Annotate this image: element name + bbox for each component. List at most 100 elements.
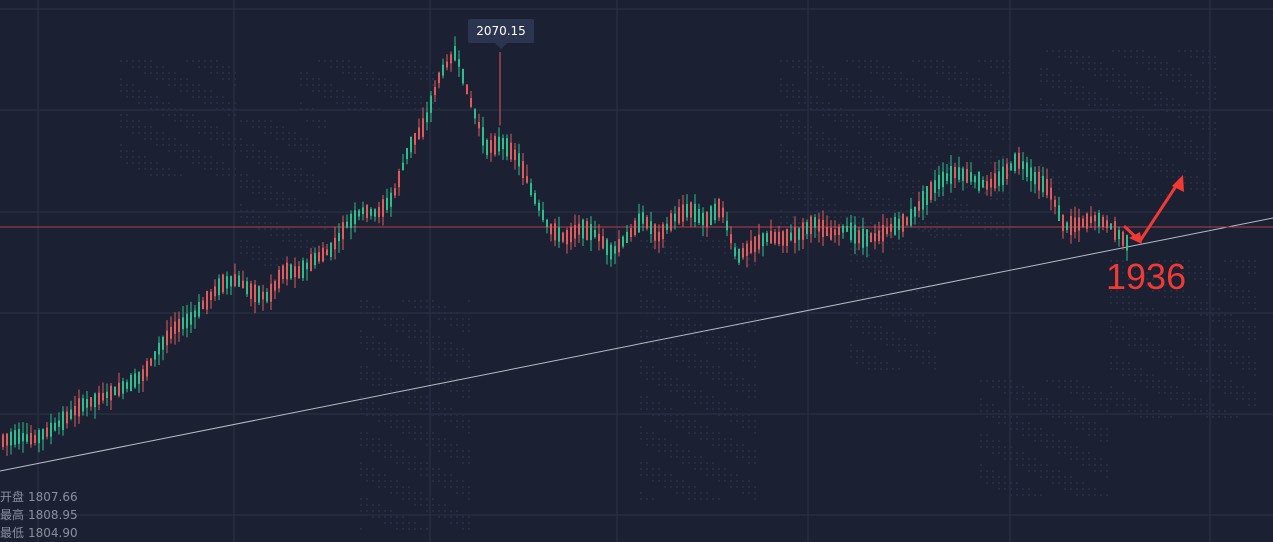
map-dot <box>754 390 756 392</box>
map-dot <box>426 378 428 380</box>
map-dot <box>1110 362 1112 364</box>
map-dot <box>1116 338 1118 340</box>
map-dot <box>1194 398 1196 400</box>
candle-body <box>390 192 392 207</box>
candle-body <box>286 262 288 280</box>
candle-body <box>682 204 684 222</box>
map-dot <box>998 440 1000 442</box>
candle <box>170 316 172 344</box>
map-dot <box>658 384 660 386</box>
map-dot <box>792 156 794 158</box>
map-dot <box>1040 104 1042 106</box>
map-dot <box>682 360 684 362</box>
map-dot <box>942 132 944 134</box>
candle-body <box>326 249 328 256</box>
map-dot <box>850 326 852 328</box>
map-dot <box>1028 398 1030 400</box>
map-dot <box>1196 122 1198 124</box>
candle-body <box>1030 167 1032 181</box>
candle-body <box>1058 205 1060 221</box>
map-dot <box>640 366 642 368</box>
map-dot <box>718 246 720 248</box>
map-dot <box>1224 350 1226 352</box>
map-dot <box>840 90 842 92</box>
map-dot <box>402 498 404 500</box>
map-dot <box>1118 104 1120 106</box>
map-dot <box>1134 344 1136 346</box>
map-dot <box>1188 392 1190 394</box>
map-dot <box>1190 176 1192 178</box>
map-dot <box>736 390 738 392</box>
map-dot <box>462 324 464 326</box>
candle <box>290 263 292 280</box>
candle-body <box>114 387 116 396</box>
map-dot <box>1064 86 1066 88</box>
map-dot <box>372 372 374 374</box>
map-dot <box>936 126 938 128</box>
map-dot <box>1070 50 1072 52</box>
map-dot <box>1118 50 1120 52</box>
map-dot <box>1082 488 1084 490</box>
map-dot <box>862 290 864 292</box>
map-dot <box>246 120 248 122</box>
candle-body <box>778 231 780 245</box>
map-dot <box>276 156 278 158</box>
map-dot <box>840 216 842 218</box>
map-dot <box>942 60 944 62</box>
map-dot <box>1016 452 1018 454</box>
map-dot <box>378 90 380 92</box>
map-dot <box>924 96 926 98</box>
map-dot <box>450 378 452 380</box>
candle <box>358 208 360 221</box>
map-dot <box>312 108 314 110</box>
info-low-value: 1804.90 <box>28 526 78 540</box>
candle <box>850 214 852 243</box>
candle-body <box>1094 215 1096 222</box>
map-dot <box>1046 446 1048 448</box>
map-dot <box>1116 356 1118 358</box>
map-dot <box>646 396 648 398</box>
map-dot <box>1164 320 1166 322</box>
map-dot <box>198 162 200 164</box>
map-dot <box>1040 464 1042 466</box>
map-dot <box>804 102 806 104</box>
map-dot <box>396 390 398 392</box>
map-dot <box>1146 314 1148 316</box>
map-dot <box>1052 380 1054 382</box>
map-dot <box>162 138 164 140</box>
map-dot <box>1082 98 1084 100</box>
map-dot <box>688 258 690 260</box>
candle-body <box>502 138 504 150</box>
map-dot <box>786 216 788 218</box>
map-dot <box>1058 80 1060 82</box>
map-dot <box>234 78 236 80</box>
map-dot <box>846 180 848 182</box>
map-dot <box>1106 146 1108 148</box>
map-dot <box>120 126 122 128</box>
map-dot <box>1088 434 1090 436</box>
map-dot <box>640 438 642 440</box>
map-dot <box>1110 398 1112 400</box>
map-dot <box>1236 332 1238 334</box>
map-dot <box>652 438 654 440</box>
map-dot <box>366 498 368 500</box>
map-dot <box>1064 476 1066 478</box>
candle-body <box>754 236 756 252</box>
map-dot <box>1040 80 1042 82</box>
candle <box>1002 158 1004 192</box>
candle <box>530 178 532 197</box>
map-dot <box>850 290 852 292</box>
map-dot <box>700 462 702 464</box>
map-dot <box>456 480 458 482</box>
map-dot <box>1008 126 1010 128</box>
map-dot <box>922 260 924 262</box>
map-dot <box>1208 194 1210 196</box>
map-dot <box>1230 392 1232 394</box>
candle <box>606 237 608 265</box>
map-dot <box>1182 398 1184 400</box>
candle-body <box>986 181 988 190</box>
candle-body <box>334 237 336 250</box>
map-dot <box>742 414 744 416</box>
